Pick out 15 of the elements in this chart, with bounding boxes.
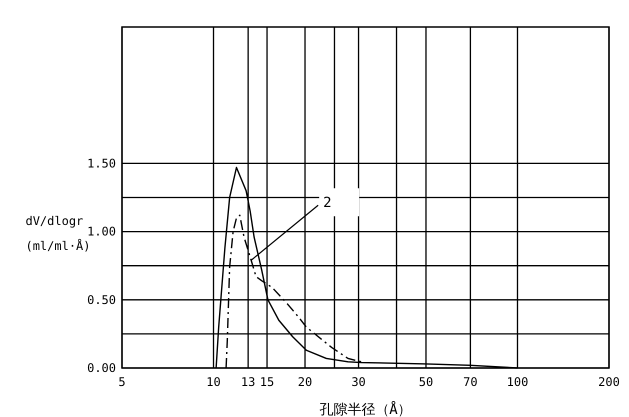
x-tick-label: 20 xyxy=(298,375,312,389)
x-tick-label: 200 xyxy=(598,375,620,389)
x-axis-title: 孔隙半径（Å） xyxy=(319,401,412,417)
x-tick-label: 70 xyxy=(463,375,478,389)
x-tick-label: 10 xyxy=(206,375,221,389)
y-tick-label: 0.00 xyxy=(87,361,116,375)
x-tick-label: 30 xyxy=(351,375,366,389)
x-tick-label: 5 xyxy=(118,375,126,389)
y-tick-label: 0.50 xyxy=(87,292,116,307)
x-tick-label: 50 xyxy=(418,375,434,389)
x-tick-label: 100 xyxy=(506,375,528,389)
y-tick-label: 1.50 xyxy=(87,156,116,170)
x-tick-label: 15 xyxy=(260,375,274,389)
y-tick-label: 1.00 xyxy=(87,224,116,239)
x-tick-label: 13 xyxy=(240,375,256,389)
